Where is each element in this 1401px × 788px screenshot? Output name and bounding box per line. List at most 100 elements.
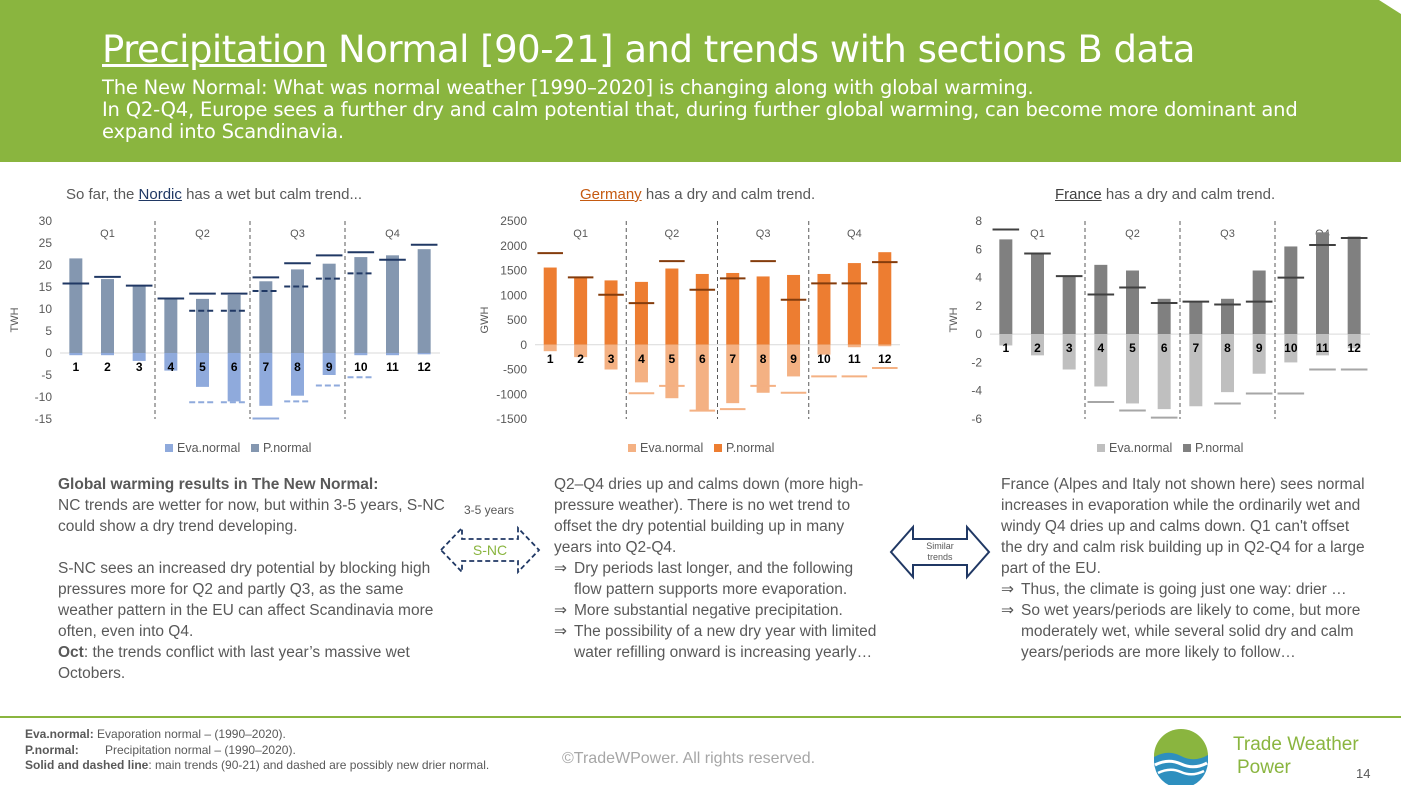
arrow-bullet-icon: ⇒ <box>1001 581 1014 598</box>
legend-p-label: P.normal <box>263 441 311 455</box>
month-label: 2 <box>1034 341 1041 355</box>
france-bullet-2-text: So wet years/periods are likely to come,… <box>1021 602 1361 661</box>
header-banner: Precipitation Normal [90-21] and trends … <box>0 0 1401 162</box>
france-chart-title: France has a dry and calm trend. <box>1055 186 1275 203</box>
month-label: 9 <box>1256 341 1263 355</box>
y-tick-label: -1000 <box>496 387 527 401</box>
p-normal-bar <box>164 299 178 353</box>
subtitle-line-2: In Q2-Q4, Europe sees a further dry and … <box>102 98 1298 143</box>
month-label: 8 <box>294 360 301 374</box>
month-label: 12 <box>878 352 892 366</box>
title-underlined-word: Precipitation <box>102 28 327 71</box>
month-label: 11 <box>1316 341 1329 355</box>
quarter-label: Q1 <box>573 228 588 240</box>
eva-normal-bar <box>132 353 146 361</box>
y-tick-label: -10 <box>35 390 53 404</box>
month-label: 3 <box>136 360 143 374</box>
y-axis-label: TWH <box>9 307 21 332</box>
snc-years-label: 3-5 years <box>464 503 515 517</box>
p-normal-bar <box>1157 298 1171 335</box>
eva-normal-bar <box>196 353 209 387</box>
eva-normal-bar <box>101 353 114 356</box>
eva-normal-bar <box>1094 334 1108 387</box>
p-normal-bar <box>132 286 146 353</box>
arrow-bullet-icon: ⇒ <box>554 560 567 577</box>
legend-eva-label: Eva.normal <box>640 441 703 455</box>
eva-normal-bar <box>1189 334 1203 407</box>
france-bullet-2: ⇒ So wet years/periods are likely to come… <box>1001 600 1373 663</box>
p-normal-bar <box>665 268 679 345</box>
germany-chart: -1500 -1000 -500 0 500 1000 1500 2000 2500 GWH Q1 Q… <box>479 214 900 455</box>
nordic-link[interactable]: Nordic <box>138 186 182 203</box>
subtitle-line-1: The New Normal: What was normal weather … <box>102 76 1034 99</box>
similar-label: Similar <box>926 541 954 551</box>
p-normal-bar <box>787 274 801 345</box>
month-label: 4 <box>1097 341 1104 355</box>
eva-normal-bar <box>1252 334 1266 374</box>
quarter-label: Q3 <box>1220 228 1235 240</box>
footer-divider <box>0 716 1401 718</box>
p-normal-bar <box>69 258 83 353</box>
p-normal-bar <box>1316 232 1329 335</box>
month-label: 1 <box>72 360 79 374</box>
y-tick-label: 1500 <box>500 264 527 278</box>
eva-normal-bar <box>1126 334 1139 404</box>
legend-p-swatch <box>714 444 722 452</box>
p-normal-bar <box>322 263 336 353</box>
france-chart: -6-4-202468TWHQ1Q2Q3Q4123456789101112Eva… <box>948 214 1370 455</box>
month-label: 6 <box>231 360 238 374</box>
similar-trends-double-arrow-icon: Similar trends <box>889 524 991 580</box>
month-label: 2 <box>104 360 111 374</box>
month-label: 5 <box>669 352 676 366</box>
footer-notes: Eva.normal: Evaporation normal – (1990–2… <box>25 727 489 774</box>
eva-normal-bar <box>227 353 241 402</box>
quarter-label: Q2 <box>665 228 680 240</box>
france-link[interactable]: France <box>1055 186 1102 203</box>
month-label: 4 <box>167 360 174 374</box>
month-label: 7 <box>1192 341 1199 355</box>
p-normal-bar <box>1347 236 1361 335</box>
germany-link[interactable]: Germany <box>580 186 642 203</box>
y-axis-label: TWH <box>948 307 960 332</box>
month-label: 9 <box>790 352 797 366</box>
legend-p-swatch <box>1183 444 1191 452</box>
p-normal-bar <box>101 279 114 353</box>
nordic-oct-rest: : the trends conflict with last year’s m… <box>58 644 410 682</box>
snc-label: S-NC <box>473 542 507 558</box>
nordic-line-1: NC trends are wetter for now, but within… <box>58 497 445 535</box>
y-tick-label: 8 <box>975 214 982 228</box>
page-number: 14 <box>1356 766 1371 781</box>
germany-bullet-1: ⇒ Dry periods last longer, and the follow… <box>554 558 884 600</box>
eva-normal-bar <box>322 353 336 375</box>
month-label: 9 <box>326 360 333 374</box>
y-axis-label: GWH <box>479 307 491 334</box>
eva-normal-bar <box>1347 334 1361 349</box>
y-tick-label: -2 <box>971 355 982 369</box>
france-bullet-1-text: Thus, the climate is going just one way:… <box>1021 581 1347 598</box>
germany-bullet-2: ⇒ More substantial negative precipitation… <box>554 600 884 621</box>
p-normal-bar <box>756 276 770 345</box>
p-normal-bar <box>695 273 709 345</box>
nordic-text: Global warming results in The New Normal… <box>58 474 450 684</box>
p-normal-bar <box>634 281 648 345</box>
eva-key: Eva.normal: <box>25 727 94 741</box>
eva-normal-bar <box>756 344 770 393</box>
p-normal-bar <box>817 273 831 345</box>
p-normal-bar <box>291 269 304 353</box>
eva-normal-bar <box>259 353 273 406</box>
eva-normal-bar <box>543 344 557 352</box>
p-normal-bar <box>999 239 1013 335</box>
eva-text: Evaporation normal – (1990–2020). <box>93 727 286 741</box>
quarter-label: Q1 <box>100 228 115 240</box>
month-label: 8 <box>1224 341 1231 355</box>
y-tick-label: 1000 <box>500 288 527 302</box>
brand-line-1: Trade Weather <box>1233 734 1359 755</box>
snc-double-arrow-icon: S-NC <box>439 525 541 575</box>
page-title: Precipitation Normal [90-21] and trends … <box>102 28 1195 71</box>
month-label: 12 <box>417 360 431 374</box>
month-label: 4 <box>638 352 645 366</box>
germany-text: Q2–Q4 dries up and calms down (more high… <box>554 474 884 663</box>
month-label: 11 <box>386 360 399 374</box>
p-normal-bar <box>1284 246 1298 335</box>
